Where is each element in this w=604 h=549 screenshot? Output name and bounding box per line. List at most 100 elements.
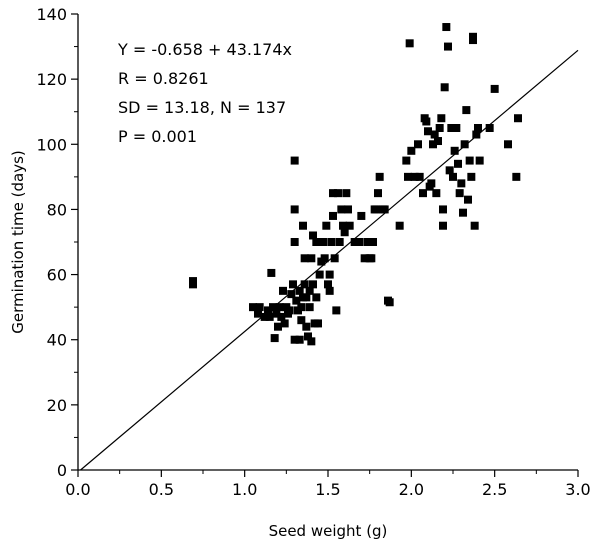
data-point: [300, 254, 309, 263]
data-point: [447, 124, 456, 132]
data-point: [504, 140, 512, 149]
data-point: [189, 280, 197, 289]
data-point: [455, 189, 464, 198]
data-point: [315, 270, 324, 279]
data-point: [264, 306, 272, 315]
data-point: [270, 334, 279, 343]
data-point: [280, 319, 289, 328]
x-tick-label: 0.5: [149, 480, 174, 499]
annotation-line: SD = 13.18, N = 137: [118, 98, 286, 117]
data-point: [290, 335, 299, 344]
data-point: [450, 146, 459, 155]
data-point: [290, 205, 299, 214]
data-point: [337, 205, 346, 214]
data-point: [249, 303, 257, 312]
data-point: [297, 303, 306, 312]
data-point: [472, 130, 481, 139]
data-point: [454, 159, 462, 168]
data-point: [432, 189, 441, 198]
data-point: [327, 238, 336, 246]
data-point: [265, 312, 274, 321]
data-point: [355, 238, 364, 246]
data-point: [302, 322, 311, 331]
data-point: [512, 172, 521, 181]
data-point: [440, 83, 449, 92]
x-tick-label: 2.5: [482, 480, 507, 499]
data-point: [309, 280, 317, 289]
data-point: [277, 312, 286, 321]
data-points: [189, 23, 522, 346]
data-point: [332, 306, 341, 315]
data-point: [290, 238, 299, 246]
data-point: [309, 231, 317, 240]
data-point: [307, 337, 316, 346]
data-point: [305, 303, 314, 312]
data-point: [334, 189, 342, 198]
data-point: [329, 211, 337, 220]
y-axis-label: Germination time (days): [9, 150, 27, 334]
y-tick-label: 20: [47, 396, 67, 415]
data-point: [329, 189, 337, 198]
data-point: [322, 221, 331, 230]
data-point: [360, 254, 369, 263]
data-point: [279, 286, 287, 295]
data-point: [404, 172, 412, 181]
data-point: [312, 293, 321, 302]
data-point: [269, 303, 277, 312]
data-point: [275, 303, 284, 312]
data-point: [367, 254, 376, 263]
data-point: [325, 286, 334, 295]
data-point: [375, 172, 384, 181]
x-tick-label: 2.0: [399, 480, 424, 499]
x-tick-label: 1.0: [232, 480, 257, 499]
data-point: [254, 309, 262, 318]
data-point: [330, 254, 339, 263]
data-point: [422, 117, 431, 126]
data-point: [297, 316, 306, 325]
data-point: [457, 179, 466, 188]
data-point: [490, 84, 499, 93]
data-point: [364, 238, 372, 246]
data-point: [485, 124, 494, 132]
y-tick-label: 140: [36, 5, 67, 24]
data-point: [339, 221, 347, 230]
regression-line-group: [80, 49, 579, 471]
data-point: [467, 172, 476, 181]
data-point: [314, 319, 322, 328]
data-point: [449, 172, 457, 181]
x-tick-label: 1.5: [315, 480, 340, 499]
data-point: [462, 106, 471, 115]
x-axis-label: Seed weight (g): [269, 522, 388, 540]
data-point: [295, 286, 304, 295]
data-point: [419, 189, 427, 198]
data-point: [302, 293, 311, 302]
data-point: [425, 182, 434, 191]
data-point: [325, 270, 334, 279]
data-point: [287, 290, 296, 299]
data-point: [402, 156, 411, 165]
data-point: [415, 172, 424, 181]
data-point: [285, 306, 294, 315]
data-point: [305, 286, 314, 295]
data-point: [464, 195, 472, 204]
data-point: [340, 228, 349, 237]
data-point: [407, 146, 416, 155]
data-point: [345, 221, 354, 230]
data-point: [260, 312, 269, 321]
y-tick-label: 100: [36, 135, 67, 154]
data-point: [317, 257, 326, 266]
data-point: [290, 156, 299, 165]
data-point: [335, 238, 344, 246]
data-point: [374, 189, 382, 198]
data-point: [460, 140, 469, 149]
data-point: [319, 238, 327, 246]
data-point: [435, 124, 444, 132]
data-point: [405, 39, 414, 48]
data-point: [424, 127, 432, 136]
data-point: [439, 221, 447, 230]
data-point: [442, 23, 451, 32]
axes: 0.0 0.5 1.0 1.5 2.0 2.5 3.0 0 20 40 60 80 100 120 140: [36, 5, 590, 499]
data-point: [434, 137, 442, 146]
